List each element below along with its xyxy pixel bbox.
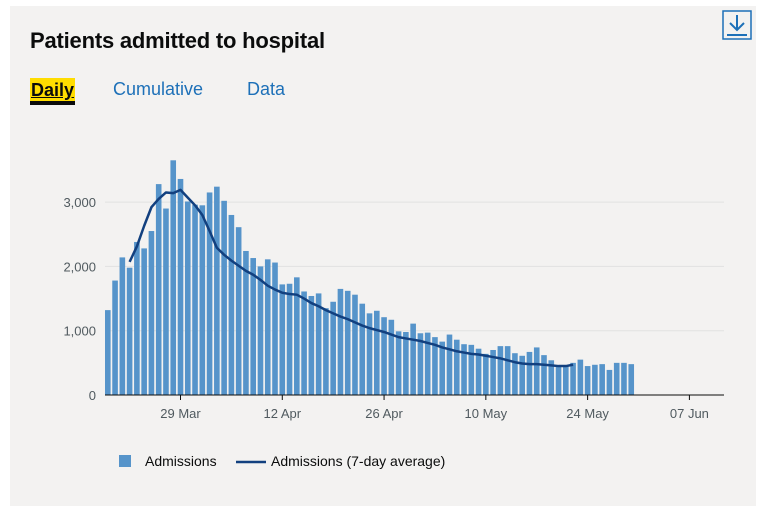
bar <box>141 248 147 395</box>
bar <box>461 344 467 395</box>
bar <box>555 366 562 395</box>
bar <box>599 364 605 395</box>
bar <box>613 362 620 395</box>
bar <box>548 360 555 395</box>
y-tick-label: 2,000 <box>63 259 96 274</box>
bar <box>395 331 402 395</box>
bar <box>432 337 438 395</box>
bar <box>497 346 504 395</box>
bar <box>264 259 271 395</box>
bar <box>206 192 213 395</box>
bar <box>373 310 380 395</box>
bar <box>446 334 453 395</box>
bar <box>184 201 191 395</box>
x-tick-label: 07 Jun <box>670 406 709 421</box>
bar <box>366 313 373 395</box>
legend-label-7-day-average: Admissions (7-day average) <box>271 453 445 469</box>
bar <box>570 362 576 395</box>
bar <box>439 341 446 395</box>
bar <box>592 364 598 395</box>
bar <box>228 214 235 395</box>
bar <box>541 355 547 395</box>
bar <box>468 344 475 395</box>
bar <box>301 291 307 395</box>
bar <box>621 362 627 395</box>
y-tick-label: 1,000 <box>63 324 96 339</box>
bar <box>483 353 489 395</box>
bar <box>504 346 511 395</box>
bar <box>192 204 198 395</box>
x-tick-label: 26 Apr <box>365 406 403 421</box>
bar <box>294 277 300 395</box>
bar <box>453 339 460 395</box>
bar <box>148 231 155 395</box>
bar <box>352 294 358 395</box>
bar <box>177 178 184 395</box>
bar <box>170 160 177 395</box>
bar <box>214 186 220 395</box>
x-tick-label: 29 Mar <box>160 406 201 421</box>
tab-data[interactable]: Data <box>247 79 286 99</box>
bar <box>134 241 140 395</box>
y-tick-label: 0 <box>89 388 96 403</box>
tab-cumulative[interactable]: Cumulative <box>113 79 204 99</box>
bar <box>337 288 344 395</box>
bar <box>526 351 533 395</box>
bar <box>584 366 591 395</box>
x-tick-label: 10 May <box>465 406 508 421</box>
bar <box>235 227 242 395</box>
bar <box>272 262 278 395</box>
y-tick-label: 3,000 <box>63 195 96 210</box>
bar <box>155 184 162 395</box>
bar <box>221 200 227 395</box>
bar <box>490 349 496 395</box>
bar <box>286 283 293 395</box>
bar <box>323 308 329 395</box>
bar <box>344 290 351 395</box>
admissions-chart: 0 1,000 2,000 3,000 29 Mar 12 Apr 26 Apr 10 May… <box>63 160 724 469</box>
bar <box>628 364 635 395</box>
bar <box>388 319 395 395</box>
bar <box>105 310 111 395</box>
bar <box>381 317 387 395</box>
bar <box>315 293 322 395</box>
bar <box>126 267 133 395</box>
chart-card: Patients admitted to hospital Daily Cumu… <box>10 6 756 506</box>
bar <box>163 208 169 395</box>
bar <box>257 266 264 395</box>
bar <box>563 365 569 395</box>
bar <box>577 359 584 395</box>
bar <box>417 333 424 395</box>
chart-title: Patients admitted to hospital <box>30 28 325 53</box>
bar <box>279 284 286 395</box>
bar <box>243 250 249 395</box>
bar <box>359 303 366 395</box>
bar <box>533 347 540 395</box>
bar <box>410 323 416 395</box>
bar <box>424 332 431 395</box>
legend-label-admissions: Admissions <box>145 453 217 469</box>
x-tick-label: 12 Apr <box>263 406 301 421</box>
bar <box>330 301 336 395</box>
bar <box>250 258 256 395</box>
bar <box>512 353 518 395</box>
legend-swatch-admissions <box>119 455 131 467</box>
bar <box>519 355 525 395</box>
tab-daily[interactable]: Daily <box>30 78 76 101</box>
bar <box>606 369 613 395</box>
x-tick-label: 24 May <box>566 406 609 421</box>
bar <box>308 295 315 395</box>
bar <box>475 348 482 395</box>
download-icon[interactable] <box>722 10 752 40</box>
bar <box>199 205 206 395</box>
bar <box>119 257 126 395</box>
bar <box>112 280 118 395</box>
bar <box>403 331 409 395</box>
series-line-7-day-average <box>128 188 574 368</box>
